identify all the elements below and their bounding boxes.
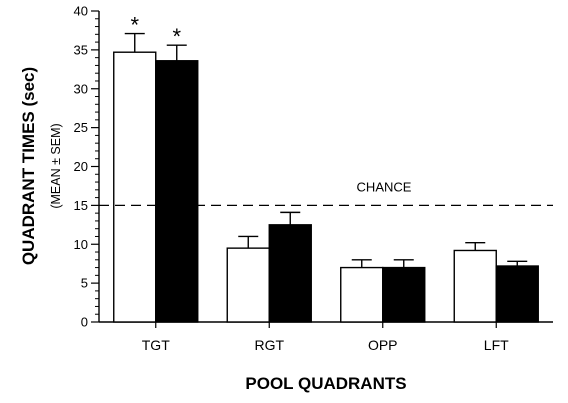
bar (113, 51, 157, 323)
reference-line-label: CHANCE (357, 179, 412, 194)
bars-group: * * (113, 13, 539, 323)
x-axis-title: POOL QUADRANTS (245, 374, 406, 393)
y-tick-label: 25 (74, 120, 88, 135)
x-tick-label: OPP (368, 337, 398, 353)
bar (382, 266, 426, 323)
y-tick-label: 30 (74, 81, 88, 96)
bar (268, 224, 312, 323)
reference-line-group: CHANCE (99, 179, 553, 206)
y-tick-label: 5 (81, 276, 88, 291)
y-axis-subtitle: (MEAN ± SEM) (49, 123, 63, 208)
bar (226, 247, 270, 323)
y-axis-title: QUADRANT TIMES (sec) (19, 67, 38, 265)
significance-marker: * (172, 24, 181, 49)
significance-marker: * (130, 13, 139, 38)
x-tick-label: RGT (254, 337, 284, 353)
y-tick-label: 35 (74, 42, 88, 57)
bar (155, 60, 199, 323)
labels-group: QUADRANT TIMES (sec) (MEAN ± SEM) POOL Q… (19, 67, 407, 393)
x-tick-label: LFT (484, 337, 509, 353)
x-tick-label: TGT (142, 337, 170, 353)
bar (453, 249, 497, 323)
y-tick-label: 40 (74, 4, 88, 19)
y-tick-label: 10 (74, 237, 88, 252)
y-tick-label: 15 (74, 198, 88, 213)
y-tick-label: 0 (81, 315, 88, 330)
bar (340, 266, 384, 323)
bar (495, 265, 539, 323)
y-tick-label: 20 (74, 159, 88, 174)
